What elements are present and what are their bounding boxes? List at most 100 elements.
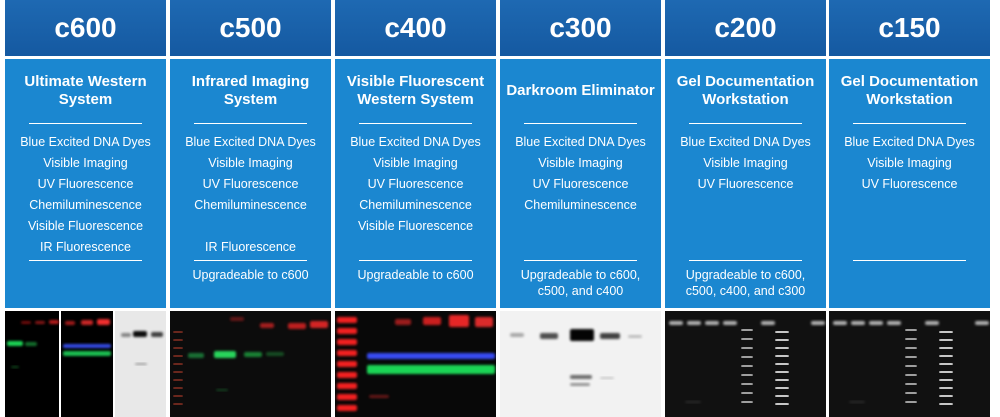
gel-band	[337, 394, 357, 400]
product-title-lines: Gel Documentation Workstation	[841, 73, 979, 109]
gel-band	[216, 389, 228, 391]
feature-item: Visible Fluorescence	[27, 219, 144, 233]
divider-top	[194, 123, 307, 124]
feature-item: Visible Fluorescence	[357, 219, 474, 233]
product-title-line: Workstation	[866, 91, 953, 108]
product-panel: Darkroom Eliminator Blue Excited DNA Dyes…	[500, 59, 661, 308]
gel-band	[775, 371, 789, 373]
feature-item: UV Fluorescence	[202, 177, 299, 191]
gel-band	[173, 371, 183, 373]
product-panel: Visible Fluorescent Western System Blue Ex…	[335, 59, 496, 308]
model-header: c600	[5, 0, 166, 56]
gel-band	[570, 375, 592, 379]
gel-band	[775, 347, 789, 349]
feature-list: Blue Excited DNA Dyes Visible Imaging UV F…	[5, 132, 166, 258]
gel-band	[851, 321, 865, 325]
gel-band	[423, 317, 441, 325]
model-header: c500	[170, 0, 331, 56]
feature-item: Chemiluminescence	[194, 198, 307, 212]
feature-item: UV Fluorescence	[532, 177, 629, 191]
gel-band	[63, 351, 111, 356]
gel-band	[811, 321, 825, 325]
gel-band	[173, 347, 183, 349]
gel-sample-image	[5, 311, 166, 417]
gel-band	[49, 320, 59, 324]
product-title-lines: Ultimate Western System	[24, 73, 146, 109]
feature-item: UV Fluorescence	[367, 177, 464, 191]
gel-band	[173, 379, 183, 381]
feature-item: Visible Imaging	[538, 156, 623, 170]
gel-band	[310, 321, 328, 328]
gel-band	[510, 333, 524, 337]
gel-band	[925, 321, 939, 325]
gel-band	[369, 395, 389, 398]
gel-band	[939, 331, 953, 333]
gel-band	[449, 315, 469, 327]
product-title: Gel Documentation Workstation	[669, 59, 822, 123]
product-title-lines: Gel Documentation Workstation	[677, 73, 815, 109]
gel-band	[244, 352, 262, 357]
gel-image-svg	[829, 311, 990, 417]
gel-band	[135, 363, 147, 365]
feature-item: Visible Imaging	[867, 156, 952, 170]
product-title-line: Gel Documentation	[840, 73, 979, 90]
upgrade-note: Upgradeable to c600	[192, 268, 309, 282]
divider-bottom	[853, 260, 966, 261]
gel-band	[81, 320, 93, 325]
divider-top	[359, 123, 472, 124]
gel-band	[173, 403, 183, 405]
gel-band	[939, 371, 953, 373]
gel-band	[939, 363, 953, 365]
gel-band	[628, 335, 642, 338]
gel-band	[7, 341, 23, 346]
panel-divider	[113, 311, 115, 417]
gel-band	[975, 321, 989, 325]
divider-bottom	[194, 260, 307, 261]
product-column-c150: c150 Gel Documentation Workstation Blue Exc…	[829, 0, 990, 417]
gel-band	[367, 365, 495, 374]
feature-item: Visible Imaging	[208, 156, 293, 170]
feature-item: IR Fluorescence	[39, 240, 131, 254]
gel-band	[63, 344, 111, 348]
feature-item: UV Fluorescence	[37, 177, 134, 191]
feature-item: Visible Imaging	[43, 156, 128, 170]
feature-item: Blue Excited DNA Dyes	[185, 135, 316, 149]
gel-image-svg	[5, 311, 166, 417]
gel-band	[775, 387, 789, 389]
gel-background	[500, 311, 661, 417]
gel-band	[121, 333, 131, 337]
panel-divider	[59, 311, 61, 417]
gel-band	[35, 321, 45, 324]
gel-image-svg	[170, 311, 331, 417]
gel-band	[741, 329, 753, 331]
gel-image-svg	[665, 311, 826, 417]
model-header: c300	[500, 0, 661, 56]
feature-item: Chemiluminescence	[29, 198, 142, 212]
feature-item: Chemiluminescence	[359, 198, 472, 212]
product-column-c400: c400 Visible Fluorescent Western System Blu…	[335, 0, 496, 417]
product-title: Infrared Imaging System	[174, 59, 327, 123]
feature-list: Blue Excited DNA Dyes Visible Imaging UV F…	[335, 132, 496, 237]
gel-band	[775, 379, 789, 381]
gel-band	[288, 323, 306, 329]
gel-band	[540, 333, 558, 339]
feature-item: Visible Imaging	[373, 156, 458, 170]
gel-band	[705, 321, 719, 325]
gel-band	[600, 377, 614, 379]
gel-band	[337, 350, 357, 356]
gel-band	[266, 352, 284, 356]
gel-band	[939, 347, 953, 349]
gel-band	[741, 383, 753, 385]
gel-band	[905, 374, 917, 376]
gel-band	[173, 363, 183, 365]
gel-band	[939, 355, 953, 357]
divider-bottom	[689, 260, 802, 261]
gel-band	[775, 331, 789, 333]
gel-band	[905, 392, 917, 394]
gel-band	[741, 347, 753, 349]
product-title-line: Ultimate Western	[24, 73, 147, 90]
gel-band	[775, 355, 789, 357]
feature-list: Blue Excited DNA Dyes Visible Imaging UV F…	[665, 132, 826, 195]
gel-sample-image	[829, 311, 990, 417]
feature-item: IR Fluorescence	[204, 240, 296, 254]
